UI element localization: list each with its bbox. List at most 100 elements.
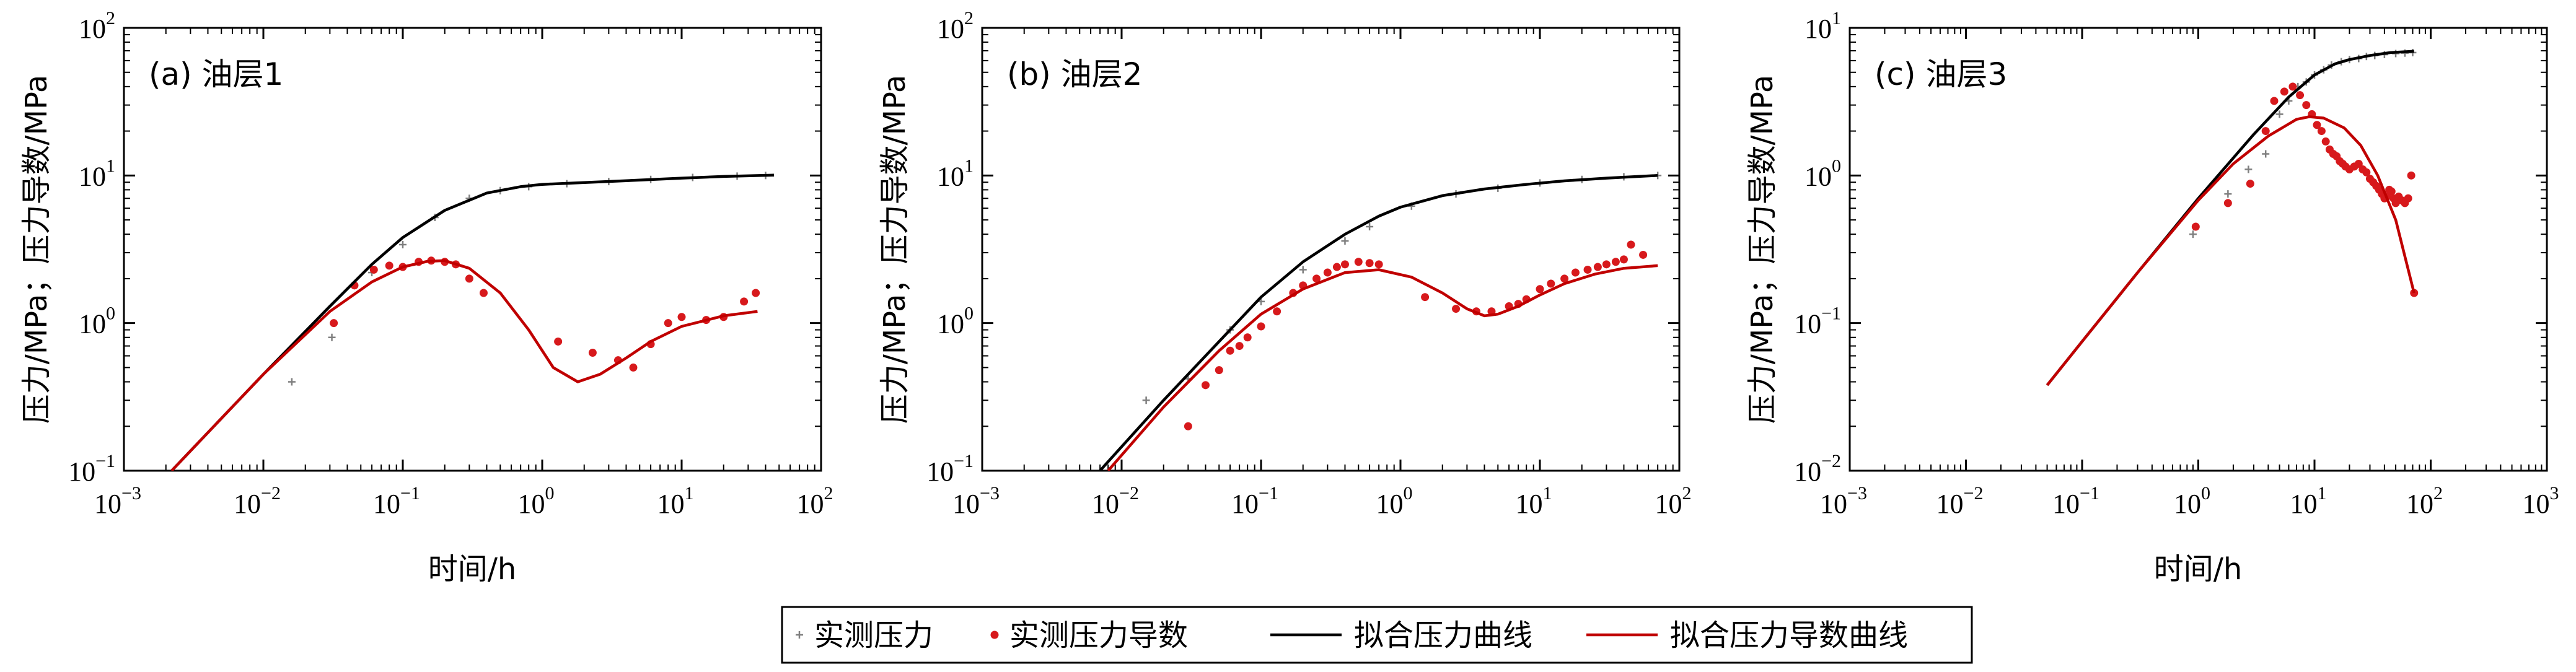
measured-derivative-point	[2321, 137, 2330, 146]
measured-derivative-point	[2362, 168, 2371, 177]
measured-derivative-point	[2317, 127, 2326, 136]
measured-derivative-point	[1184, 422, 1192, 430]
y-tick-label: 101	[937, 155, 974, 191]
legend-item-2: 实测压力导数	[990, 618, 1188, 653]
y-tick-label: 100	[937, 303, 974, 339]
measured-derivative-point	[1312, 274, 1321, 283]
y-tick-label: 10−1	[68, 451, 115, 487]
x-tick-label: 10−3	[94, 483, 141, 519]
measured-derivative-point	[1571, 268, 1580, 277]
legend-cross-marker	[796, 631, 803, 639]
measured-derivative-point	[2280, 87, 2288, 96]
x-tick-label: 102	[797, 483, 833, 519]
x-tick-label: 102	[2406, 483, 2443, 519]
measured-derivative-point	[1619, 255, 1628, 264]
x-axis-label: 时间/h	[428, 552, 517, 587]
legend-label: 实测压力	[814, 618, 933, 653]
y-tick-label: 10−1	[926, 451, 974, 487]
measured-derivative-point	[385, 261, 393, 270]
measured-pressure-point	[1299, 266, 1307, 274]
y-tick-label: 102	[79, 8, 115, 44]
measured-derivative-point	[1627, 240, 1635, 249]
measured-derivative-point	[1547, 279, 1555, 288]
y-tick-label: 101	[79, 155, 115, 191]
legend-label: 拟合压力导数曲线	[1670, 618, 1908, 653]
measured-pressure-point	[1341, 237, 1349, 245]
measured-derivative-point	[369, 265, 378, 274]
measured-derivative-point	[1257, 322, 1265, 331]
measured-derivative-point	[1201, 381, 1210, 390]
measured-derivative-point	[1226, 346, 1234, 355]
x-tick-label: 10−2	[1092, 483, 1139, 519]
measured-derivative-point	[1639, 250, 1648, 259]
legend-item-1: 实测压力	[796, 618, 933, 653]
measured-derivative-point	[2387, 187, 2396, 196]
measured-pressure-point	[2244, 165, 2253, 173]
x-tick-label: 101	[657, 483, 694, 519]
x-tick-label: 101	[2290, 483, 2327, 519]
measured-derivative-point	[1602, 260, 1611, 269]
measured-derivative-point	[2296, 91, 2305, 100]
legend-item-4: 拟合压力导数曲线	[1586, 618, 1908, 653]
measured-derivative-point	[1452, 305, 1461, 313]
measured-derivative-point	[2246, 180, 2254, 188]
fit-derivative-curve	[2046, 115, 2416, 386]
measured-derivative-point	[2191, 222, 2200, 231]
x-tick-label: 10−3	[1820, 483, 1867, 519]
x-tick-label: 100	[1376, 483, 1413, 519]
measured-derivative-point	[330, 319, 338, 328]
measured-derivative-point	[1215, 366, 1223, 375]
x-tick-label: 100	[518, 483, 555, 519]
measured-derivative-point	[1593, 263, 1602, 271]
measured-derivative-point	[1365, 259, 1374, 268]
measured-derivative-point	[479, 289, 488, 297]
legend-label: 实测压力导数	[1009, 618, 1188, 653]
chart-panel-1: 10−3 10−2 10−1 100 101 102 10−1 100 101 102 时间/h 压力…	[19, 8, 833, 587]
measured-derivative-point	[752, 289, 760, 297]
measured-derivative-point	[740, 297, 749, 306]
measured-derivative-point	[1323, 268, 1332, 277]
x-tick-label: 101	[1516, 483, 1552, 519]
measured-pressure-point	[288, 378, 296, 386]
legend-label: 拟合压力曲线	[1354, 618, 1532, 653]
fit-derivative-curve	[170, 259, 758, 471]
measured-derivative-point	[588, 348, 597, 357]
y-tick-label: 101	[1805, 8, 1841, 44]
plot-frame	[123, 27, 822, 472]
measured-pressure-point	[2262, 150, 2270, 158]
legend: 实测压力 实测压力导数 拟合压力曲线 拟合压力导数曲线	[781, 606, 1973, 664]
measured-derivative-point	[2261, 127, 2270, 136]
measured-derivative-point	[1611, 258, 1620, 266]
measured-derivative-point	[2404, 194, 2412, 203]
measured-derivative-point	[664, 319, 672, 328]
y-tick-label: 100	[79, 303, 115, 339]
measured-derivative-point	[1340, 260, 1349, 269]
measured-derivative-point	[1421, 293, 1430, 302]
panel-label: (a) 油层1	[149, 56, 283, 92]
y-tick-label: 100	[1805, 155, 1841, 191]
x-axis-label: 时间/h	[2154, 552, 2243, 587]
x-tick-label: 10−1	[2052, 483, 2099, 519]
measured-pressure-point	[2275, 110, 2284, 118]
x-tick-label: 102	[1655, 483, 1692, 519]
measured-derivative-point	[2354, 159, 2363, 168]
measured-derivative-point	[1235, 342, 1244, 351]
measured-derivative-point	[629, 363, 638, 372]
legend-item-3: 拟合压力曲线	[1270, 618, 1532, 653]
panel-label: (b) 油层2	[1007, 56, 1142, 92]
measured-derivative-point	[2288, 82, 2297, 91]
measured-derivative-point	[2223, 199, 2232, 207]
y-axis-label: 压力/MPa；压力导数/MPa	[877, 75, 912, 424]
x-tick-label: 10−1	[1231, 483, 1278, 519]
y-axis-label: 压力/MPa；压力导数/MPa	[1745, 75, 1780, 424]
legend-dot-marker	[990, 631, 999, 639]
x-tick-label: 10−3	[952, 483, 1000, 519]
measured-derivative-point	[2270, 97, 2279, 105]
measured-derivative-point	[1536, 285, 1544, 294]
measured-derivative-point	[2302, 101, 2311, 110]
measured-pressure-point	[1142, 396, 1150, 404]
chart-panel-2: 10−3 10−2 10−1 100 101 102 10−1 100 101 102 压力/MPa…	[877, 8, 1692, 519]
fit-pressure-curve	[1099, 174, 1658, 471]
measured-derivative-point	[1374, 260, 1383, 269]
chart-panel-3: 10−3 10−2 10−1 100 101 102 10310−210−1100101时间…	[1745, 8, 2559, 587]
